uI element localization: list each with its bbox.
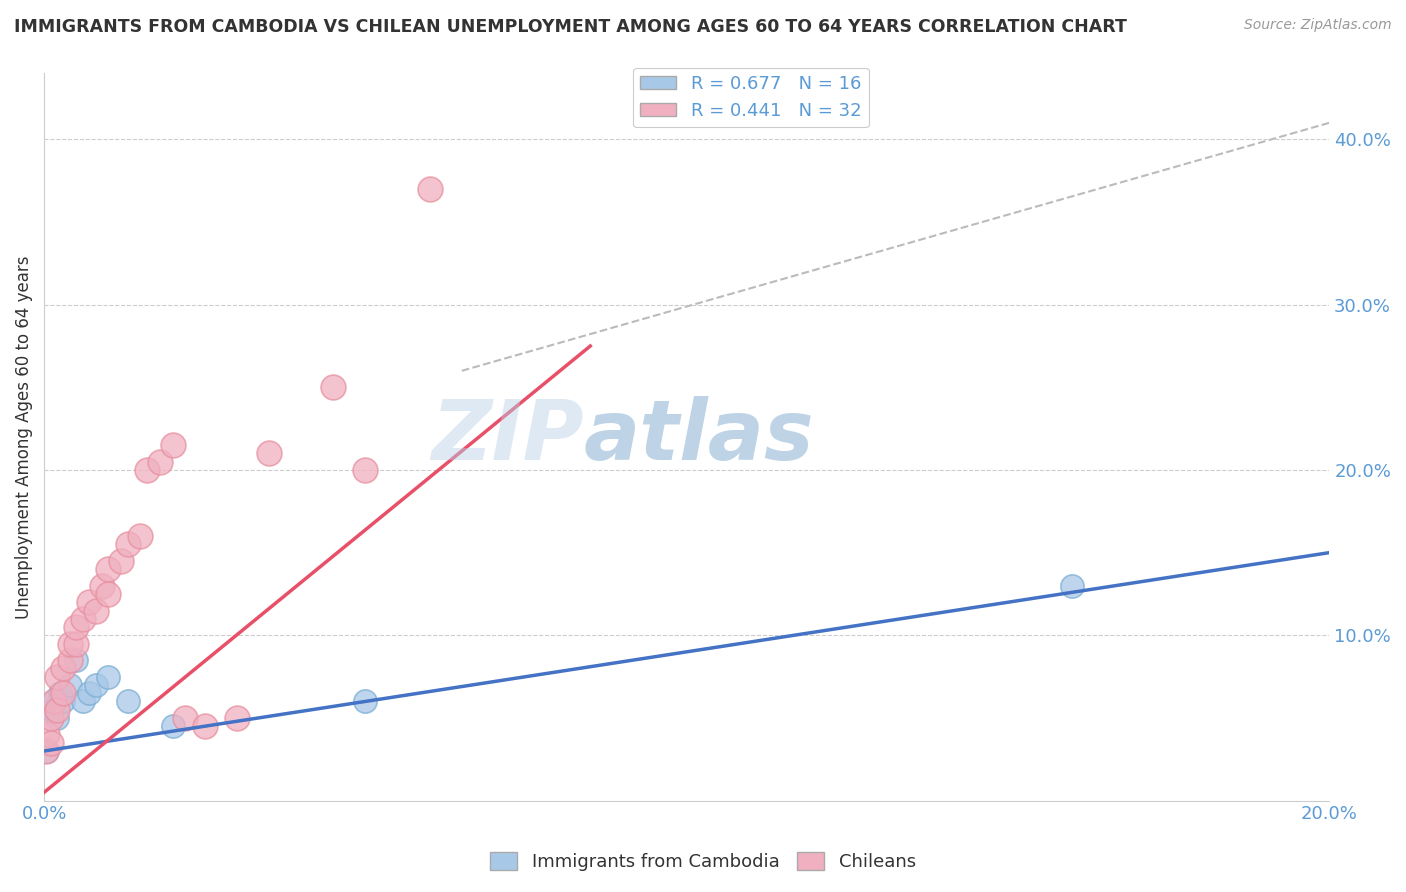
- Point: [46, 711, 69, 725]
- Text: IMMIGRANTS FROM CAMBODIA VS CHILEAN UNEMPLOYMENT AMONG AGES 60 TO 64 YEARS CORRE: IMMIGRANTS FROM CAMBODIA VS CHILEAN UNEM…: [14, 18, 1128, 36]
- Point: [77, 686, 100, 700]
- Text: atlas: atlas: [583, 396, 814, 477]
- Point: [39, 736, 62, 750]
- Point: [257, 446, 280, 460]
- Point: [65, 636, 87, 650]
- Point: [52, 661, 75, 675]
- Point: [1062, 579, 1084, 593]
- Text: ZIP: ZIP: [432, 396, 583, 477]
- Point: [354, 694, 377, 708]
- Point: [97, 670, 120, 684]
- Point: [65, 620, 87, 634]
- Point: [117, 694, 139, 708]
- Point: [149, 455, 172, 469]
- Point: [84, 603, 107, 617]
- Point: [129, 529, 152, 543]
- Legend: R = 0.677   N = 16, R = 0.441   N = 32: R = 0.677 N = 16, R = 0.441 N = 32: [633, 68, 869, 128]
- Point: [39, 703, 62, 717]
- Point: [37, 727, 59, 741]
- Point: [91, 579, 114, 593]
- Point: [37, 744, 59, 758]
- Point: [65, 653, 87, 667]
- Point: [84, 678, 107, 692]
- Point: [59, 678, 82, 692]
- Point: [46, 670, 69, 684]
- Y-axis label: Unemployment Among Ages 60 to 64 years: Unemployment Among Ages 60 to 64 years: [15, 255, 32, 619]
- Point: [162, 719, 184, 733]
- Point: [72, 694, 94, 708]
- Point: [77, 595, 100, 609]
- Point: [49, 686, 72, 700]
- Point: [322, 380, 344, 394]
- Point: [117, 537, 139, 551]
- Point: [52, 686, 75, 700]
- Point: [194, 719, 217, 733]
- Point: [42, 694, 65, 708]
- Point: [97, 562, 120, 576]
- Point: [97, 587, 120, 601]
- Point: [225, 711, 247, 725]
- Point: [354, 463, 377, 477]
- Point: [42, 694, 65, 708]
- Point: [72, 612, 94, 626]
- Point: [110, 554, 132, 568]
- Point: [162, 438, 184, 452]
- Point: [174, 711, 197, 725]
- Point: [419, 182, 441, 196]
- Point: [135, 463, 157, 477]
- Point: [59, 636, 82, 650]
- Point: [39, 711, 62, 725]
- Legend: Immigrants from Cambodia, Chileans: Immigrants from Cambodia, Chileans: [482, 845, 924, 879]
- Point: [59, 653, 82, 667]
- Point: [35, 744, 58, 758]
- Point: [46, 703, 69, 717]
- Point: [52, 694, 75, 708]
- Text: Source: ZipAtlas.com: Source: ZipAtlas.com: [1244, 18, 1392, 32]
